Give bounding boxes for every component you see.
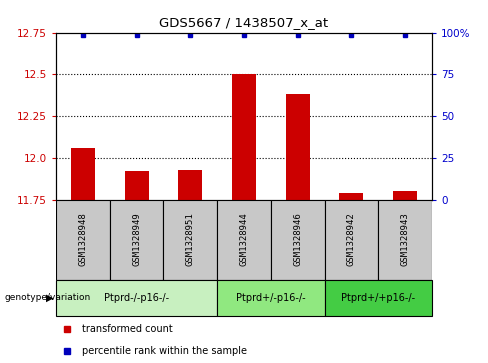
Title: GDS5667 / 1438507_x_at: GDS5667 / 1438507_x_at	[160, 16, 328, 29]
FancyBboxPatch shape	[217, 200, 271, 280]
Text: Ptprd+/-p16-/-: Ptprd+/-p16-/-	[236, 293, 305, 303]
FancyBboxPatch shape	[271, 200, 325, 280]
Text: GSM1328949: GSM1328949	[132, 213, 141, 266]
Bar	[124, 171, 149, 200]
Bar	[178, 170, 203, 200]
FancyBboxPatch shape	[163, 200, 217, 280]
Text: GSM1328948: GSM1328948	[79, 213, 87, 266]
Text: Ptprd+/+p16-/-: Ptprd+/+p16-/-	[341, 293, 415, 303]
Text: percentile rank within the sample: percentile rank within the sample	[82, 346, 247, 356]
FancyBboxPatch shape	[325, 200, 378, 280]
FancyBboxPatch shape	[217, 280, 325, 316]
Text: GSM1328944: GSM1328944	[240, 213, 248, 266]
Bar	[232, 74, 256, 200]
FancyBboxPatch shape	[56, 200, 110, 280]
Text: ▶: ▶	[46, 293, 54, 303]
Text: Ptprd-/-p16-/-: Ptprd-/-p16-/-	[104, 293, 169, 303]
Text: GSM1328942: GSM1328942	[347, 213, 356, 266]
FancyBboxPatch shape	[56, 280, 217, 316]
FancyBboxPatch shape	[378, 200, 432, 280]
Text: transformed count: transformed count	[82, 324, 173, 334]
Text: genotype/variation: genotype/variation	[5, 293, 91, 302]
Text: GSM1328951: GSM1328951	[186, 213, 195, 266]
Text: GSM1328943: GSM1328943	[401, 213, 409, 266]
Bar	[393, 191, 417, 200]
FancyBboxPatch shape	[325, 280, 432, 316]
Bar	[339, 193, 364, 200]
Bar	[285, 94, 310, 200]
Text: GSM1328946: GSM1328946	[293, 213, 302, 266]
Bar	[71, 148, 95, 200]
FancyBboxPatch shape	[110, 200, 163, 280]
